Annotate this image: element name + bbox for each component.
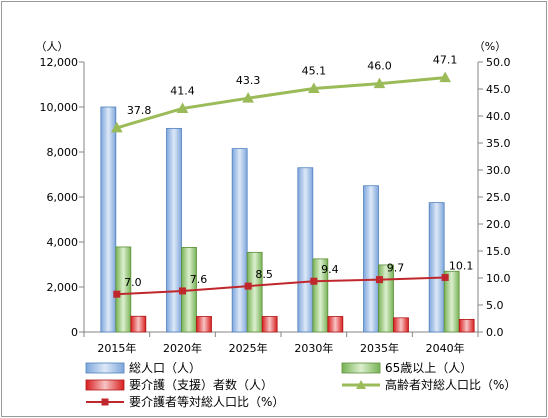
- legend-label: 高齢者対総人口比（%）: [385, 377, 516, 392]
- data-label-elderly-ratio: 41.4: [170, 84, 195, 97]
- data-label-care-ratio: 8.5: [255, 268, 273, 281]
- line-care-ratio: [116, 276, 446, 296]
- data-label-care-ratio: 9.4: [321, 263, 339, 276]
- x-tick-label: 2030年: [294, 341, 333, 355]
- right-tick-label: 50.0: [486, 56, 511, 69]
- right-tick-label: 15.0: [486, 245, 511, 258]
- left-axis-unit: （人）: [36, 40, 69, 53]
- marker-elderly-ratio: [176, 102, 189, 113]
- bar-care-needed: [196, 316, 212, 333]
- data-label-elderly-ratio: 46.0: [367, 60, 392, 73]
- bar-care-needed: [130, 315, 147, 333]
- right-tick-label: 0.0: [486, 326, 504, 339]
- data-label-elderly-ratio: 43.3: [236, 74, 261, 87]
- bar-age65-plus: [378, 264, 394, 333]
- right-tick-label: 20.0: [486, 218, 511, 231]
- data-label-care-ratio: 7.6: [190, 273, 208, 286]
- data-label-elderly-ratio: 45.1: [302, 64, 327, 77]
- bar-total-population: [231, 148, 248, 333]
- bar-total-population: [100, 106, 117, 333]
- data-label-care-ratio: 7.0: [124, 276, 142, 289]
- right-tick-label: 40.0: [486, 110, 511, 123]
- right-tick-label: 10.0: [486, 272, 511, 285]
- right-tick-label: 35.0: [486, 137, 511, 150]
- marker-care-ratio: [244, 282, 252, 290]
- legend-label: 65歳以上（人）: [385, 361, 472, 375]
- axes-layer: 0 2,000 4,000 6,000 8,000 10,000 12,000 （人） 0.0 5…: [36, 40, 511, 355]
- right-tick-label: 25.0: [486, 191, 511, 204]
- marker-elderly-ratio: [307, 82, 320, 93]
- x-tick-label: 2015年: [97, 341, 136, 355]
- x-tick-label: 2025年: [229, 341, 268, 355]
- x-tick-label: 2020年: [163, 341, 202, 355]
- bar-total-population: [297, 167, 314, 333]
- bars-layer: [100, 106, 475, 333]
- x-tick-label: 2035年: [360, 341, 399, 355]
- bar-care-needed: [393, 317, 409, 333]
- marker-care-ratio: [376, 276, 383, 284]
- left-tick-label: 2,000: [47, 281, 79, 294]
- left-tick-label: 8,000: [47, 146, 79, 159]
- left-tick-label: 4,000: [47, 236, 79, 249]
- bar-age65-plus: [443, 270, 460, 333]
- labels-layer: 37.8 41.4 43.3 45.1 46.0 47.1 7.0 7.6 8.5 9.4 9.7 1…: [124, 54, 473, 290]
- legend-swatch: [341, 362, 381, 374]
- legend-label: 要介護（支援）者数（人）: [129, 377, 273, 392]
- data-label-elderly-ratio: 47.1: [433, 54, 458, 67]
- right-tick-label: 5.0: [486, 299, 504, 312]
- right-tick-label: 45.0: [486, 83, 511, 96]
- data-label-elderly-ratio: 37.8: [127, 104, 152, 117]
- legend-marker: [356, 380, 366, 389]
- bar-total-population: [428, 202, 445, 333]
- marker-care-ratio: [113, 290, 121, 298]
- legend-label: 要介護者等対総人口比（%）: [129, 394, 284, 409]
- bar-age65-plus: [312, 258, 329, 333]
- marker-elderly-ratio: [242, 92, 255, 103]
- data-label-care-ratio: 9.7: [387, 262, 405, 275]
- right-axis-unit: （%）: [474, 40, 506, 53]
- legend-swatch: [85, 362, 125, 374]
- left-tick-label: 0: [71, 326, 78, 339]
- bar-total-population: [363, 185, 379, 333]
- bar-care-needed: [327, 316, 344, 333]
- bar-total-population: [166, 127, 182, 333]
- left-tick-label: 6,000: [47, 191, 79, 204]
- bar-age65-plus: [115, 246, 132, 333]
- marker-care-ratio: [310, 277, 318, 285]
- bar-age65-plus: [246, 251, 263, 333]
- legend-label: 総人口（人）: [129, 361, 201, 375]
- marker-elderly-ratio: [373, 77, 386, 89]
- x-tick-label: 2040年: [426, 341, 465, 355]
- bar-care-needed: [458, 318, 475, 333]
- marker-care-ratio: [441, 273, 449, 281]
- bar-care-needed: [261, 316, 278, 333]
- lines-layer: [110, 71, 452, 298]
- legend-swatch: [85, 379, 125, 391]
- line-elderly-ratio: [116, 76, 446, 130]
- marker-elderly-ratio: [439, 71, 452, 83]
- left-tick-label: 10,000: [40, 101, 79, 114]
- data-label-care-ratio: 10.1: [449, 259, 474, 272]
- left-tick-label: 12,000: [40, 56, 79, 69]
- marker-care-ratio: [179, 287, 186, 295]
- legend-marker: [101, 398, 109, 406]
- marker-elderly-ratio: [110, 121, 123, 133]
- right-tick-label: 30.0: [486, 164, 511, 177]
- legend-layer: 総人口（人） 65歳以上（人） 要介護（支援）者数（人） 高齢者対総人口比（%） 要介護…: [85, 361, 516, 409]
